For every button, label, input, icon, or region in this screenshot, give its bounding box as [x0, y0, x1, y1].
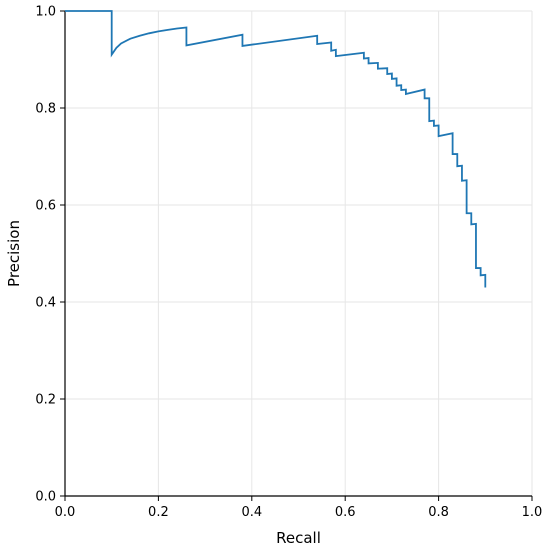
x-tick-label: 0.0 [55, 505, 76, 520]
grid-lines [64, 10, 533, 497]
x-tick-label: 0.8 [428, 505, 449, 520]
y-axis-label: Precision [5, 220, 23, 287]
y-tick-label: 0.0 [35, 490, 56, 505]
x-tick-label: 0.6 [335, 505, 356, 520]
x-axis-ticks: 0.0 0.2 0.4 0.6 0.8 1.0 [55, 496, 543, 520]
series-group [65, 10, 487, 288]
x-axis-label: Recall [276, 529, 321, 547]
y-tick-label: 0.6 [35, 199, 56, 214]
y-tick-label: 0.4 [35, 296, 56, 311]
y-axis-ticks: 0.0 0.2 0.4 0.6 0.8 1.0 [35, 5, 65, 505]
pr-curve-line [65, 10, 487, 288]
y-tick-label: 1.0 [35, 5, 56, 20]
x-tick-label: 0.2 [148, 505, 169, 520]
x-tick-label: 1.0 [522, 505, 543, 520]
axes [64, 11, 532, 497]
x-tick-label: 0.4 [241, 505, 262, 520]
y-tick-label: 0.8 [35, 102, 56, 117]
y-tick-label: 0.2 [35, 393, 56, 408]
